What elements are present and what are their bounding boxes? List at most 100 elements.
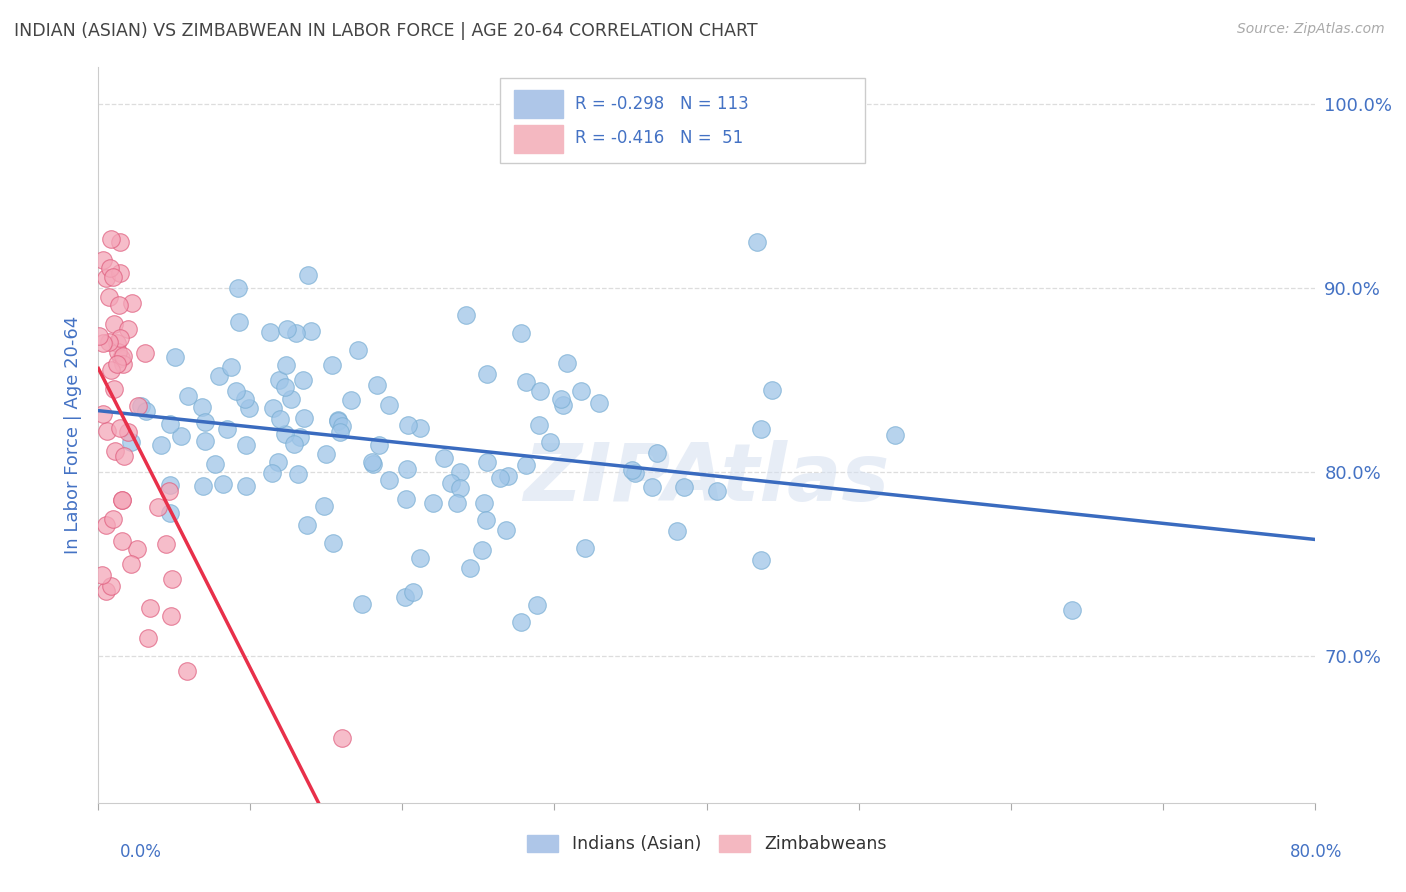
Text: INDIAN (ASIAN) VS ZIMBABWEAN IN LABOR FORCE | AGE 20-64 CORRELATION CHART: INDIAN (ASIAN) VS ZIMBABWEAN IN LABOR FO…: [14, 22, 758, 40]
Point: [269, 412, 291, 426]
Text: 0.0%: 0.0%: [120, 843, 162, 861]
Point: [315, 447, 337, 461]
Point: [673, 480, 696, 494]
Point: [117, 425, 139, 439]
Point: [474, 496, 496, 510]
Point: [363, 457, 385, 471]
Point: [136, 631, 159, 645]
Point: [100, 362, 122, 376]
Point: [475, 368, 498, 382]
Point: [108, 298, 131, 312]
Point: [274, 380, 297, 394]
Point: [297, 268, 319, 282]
Point: [170, 429, 193, 443]
Point: [641, 480, 664, 494]
Point: [191, 401, 214, 415]
Point: [212, 476, 235, 491]
Point: [329, 425, 352, 439]
Point: [155, 537, 177, 551]
Point: [1062, 602, 1084, 616]
Point: [665, 524, 688, 539]
Point: [226, 281, 249, 295]
Point: [433, 450, 456, 465]
Legend: Indians (Asian), Zimbabweans: Indians (Asian), Zimbabweans: [520, 828, 893, 861]
Point: [105, 335, 128, 350]
Point: [395, 461, 418, 475]
Point: [120, 435, 142, 450]
Point: [471, 543, 494, 558]
Point: [112, 349, 135, 363]
Point: [238, 401, 260, 415]
Point: [194, 434, 217, 449]
Point: [378, 473, 401, 487]
Point: [108, 421, 131, 435]
Point: [409, 550, 432, 565]
Point: [550, 392, 572, 406]
Point: [150, 438, 173, 452]
Point: [235, 479, 257, 493]
Point: [510, 326, 533, 341]
Point: [94, 271, 117, 285]
Point: [117, 322, 139, 336]
Point: [98, 261, 121, 276]
Point: [366, 377, 388, 392]
Point: [284, 326, 307, 340]
Point: [163, 350, 186, 364]
Point: [515, 376, 537, 390]
Point: [225, 384, 247, 398]
Point: [529, 384, 551, 398]
Point: [330, 419, 353, 434]
Point: [749, 553, 772, 567]
Point: [91, 568, 114, 582]
Point: [204, 457, 226, 471]
Point: [538, 435, 561, 450]
Point: [422, 496, 444, 510]
Point: [91, 407, 114, 421]
Point: [280, 392, 302, 406]
Point: [127, 541, 149, 556]
Y-axis label: In Labor Force | Age 20-64: In Labor Force | Age 20-64: [63, 316, 82, 554]
Point: [292, 411, 315, 425]
Point: [340, 392, 363, 407]
Point: [322, 536, 344, 550]
Point: [495, 524, 517, 538]
Point: [745, 235, 768, 249]
Point: [96, 425, 118, 439]
Point: [330, 731, 353, 746]
Point: [129, 399, 152, 413]
Point: [402, 585, 425, 599]
Point: [446, 496, 468, 510]
Point: [394, 591, 416, 605]
Point: [749, 421, 772, 435]
Point: [408, 421, 430, 435]
Point: [101, 270, 124, 285]
Point: [706, 483, 728, 498]
Point: [194, 415, 217, 429]
Point: [176, 664, 198, 678]
Point: [112, 449, 135, 463]
Point: [108, 235, 131, 249]
Point: [100, 231, 122, 245]
Point: [588, 396, 610, 410]
Point: [208, 369, 231, 384]
Point: [87, 329, 110, 343]
Point: [111, 534, 134, 549]
Point: [489, 470, 512, 484]
Point: [228, 315, 250, 329]
Point: [621, 463, 644, 477]
Point: [321, 359, 343, 373]
Point: [377, 398, 399, 412]
Point: [624, 466, 647, 480]
Point: [266, 454, 288, 468]
Point: [440, 475, 463, 490]
Point: [159, 608, 181, 623]
Point: [509, 615, 531, 630]
FancyBboxPatch shape: [515, 90, 562, 119]
Point: [458, 561, 481, 575]
Point: [328, 414, 350, 428]
Point: [360, 455, 382, 469]
Point: [146, 500, 169, 514]
Point: [104, 444, 127, 458]
Point: [103, 318, 125, 332]
Point: [177, 389, 200, 403]
